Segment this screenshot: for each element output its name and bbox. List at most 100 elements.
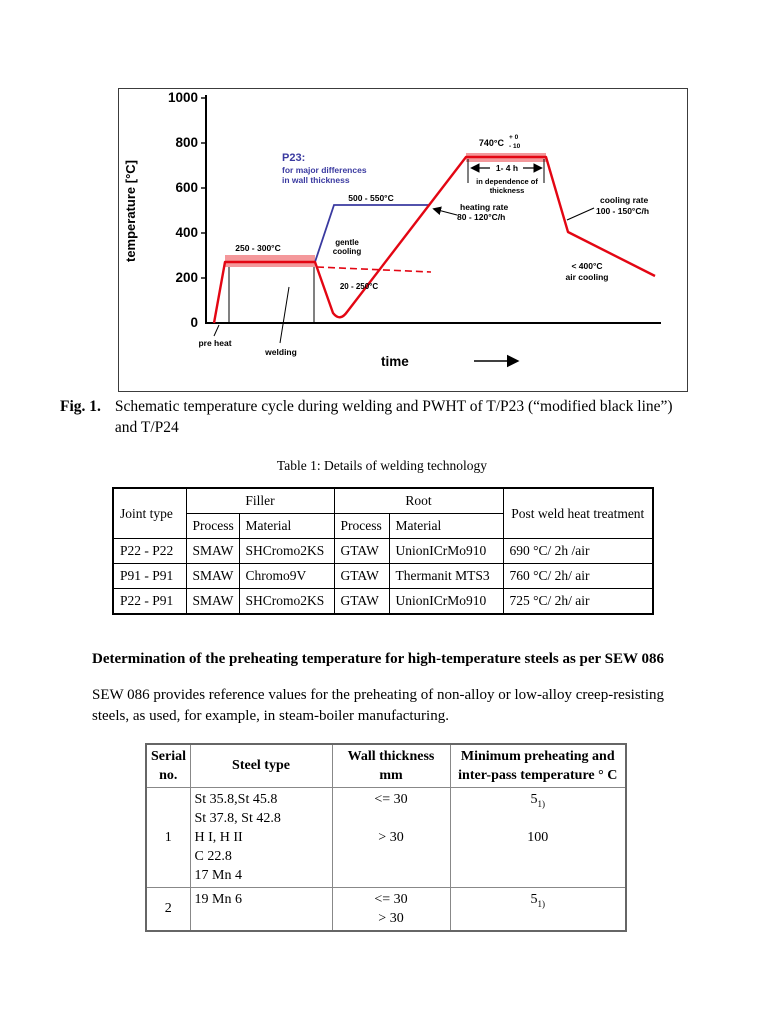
table-row: P91 - P91 SMAW Chromo9V GTAW Thermanit M… (112, 563, 654, 589)
peak-tol-plus: + 0 (509, 134, 519, 141)
table-cell: <= 30 > 30 (331, 787, 451, 888)
header-line: Wall thickness (347, 749, 435, 764)
table-cell: P22 - P22 (112, 538, 187, 564)
peak-tol-minus: - 10 (509, 143, 521, 150)
low-range-label: 20 - 250°C (340, 282, 379, 291)
spacer-line (337, 809, 446, 828)
cooling-rate-label-1: cooling rate (600, 195, 648, 205)
cooling-rate-pointer (566, 207, 595, 221)
table-cell: SMAW (185, 588, 240, 615)
p23-line (314, 204, 429, 263)
y-ticks (201, 97, 206, 279)
table1-header-root-material: Material (388, 513, 504, 539)
wall-line: > 30 (378, 830, 404, 845)
table-cell: 690 °C/ 2h /air (502, 538, 654, 564)
preheat-pointer (213, 324, 220, 337)
table-cell: UnionICrMo910 (388, 588, 504, 615)
ytick-200: 200 (175, 270, 198, 285)
preheat-label: pre heat (198, 338, 231, 348)
axes (205, 95, 661, 324)
steel-line: 17 Mn 4 (194, 868, 242, 883)
welding-label: welding (264, 347, 297, 357)
min-value: 5 (530, 892, 538, 907)
figure-caption: Fig. 1. Schematic temperature cycle duri… (60, 396, 700, 438)
min-line: 51) (455, 890, 622, 909)
air-cooling-label-2: air cooling (566, 272, 609, 282)
min-value: 5 (530, 792, 538, 807)
table-cell: P22 - P91 (112, 588, 187, 615)
hold-dep-label-2: thickness (490, 186, 525, 195)
spacer-line (455, 809, 622, 828)
figure-frame: 1000 800 600 400 200 0 temperature [°C] … (118, 88, 688, 392)
welding-pointer (279, 286, 290, 344)
table1-header-root: Root (333, 487, 504, 514)
table1-header-joint-type: Joint type (112, 487, 187, 539)
table-cell: St 35.8,St 45.8 St 37.8, St 42.8 H I, H … (189, 787, 333, 888)
ytick-800: 800 (175, 135, 198, 150)
table1-title: Table 1: Details of welding technology (276, 458, 488, 473)
hold-duration-label: 1- 4 h (496, 163, 518, 173)
table2-container: Serial no. Steel type Wall thickness mm … (145, 743, 627, 932)
gentle-label-2: cooling (333, 247, 362, 256)
x-axis-label: time (381, 354, 409, 369)
table-row: P22 - P22 SMAW SHCromo2KS GTAW UnionICrM… (112, 538, 654, 564)
hold-dep-label-1: in dependence of (476, 177, 538, 186)
ytick-400: 400 (175, 225, 198, 240)
header-line: no. (159, 768, 178, 783)
footnote-marker: 1) (537, 798, 546, 809)
peak-temp-label: 740°C (479, 138, 505, 148)
preheating-table: Serial no. Steel type Wall thickness mm … (145, 743, 627, 932)
table-cell: 51) 100 (449, 787, 627, 888)
steel-line: 19 Mn 6 (194, 892, 242, 907)
intro-paragraph: SEW 086 provides reference values for th… (92, 687, 665, 724)
cooling-rate-label-2: 100 - 150°C/h (596, 206, 649, 216)
table-cell: Thermanit MTS3 (388, 563, 504, 589)
table1-container: Joint type Filler Root Post weld heat tr… (112, 487, 655, 615)
temperature-curve (212, 155, 656, 324)
table-cell: 760 °C/ 2h/ air (502, 563, 654, 589)
table-row: P22 - P91 SMAW SHCromo2KS GTAW UnionICrM… (112, 588, 654, 615)
gentle-cooling-line (316, 266, 432, 273)
wall-line: <= 30 (374, 892, 408, 907)
header-line: Serial (151, 749, 186, 764)
table-cell: 725 °C/ 2h/ air (502, 588, 654, 615)
table-cell: SMAW (185, 538, 240, 564)
table-cell: <= 30 > 30 (331, 887, 451, 932)
footnote-marker: 1) (537, 898, 546, 909)
y-axis-label: temperature [°C] (123, 160, 138, 262)
table1-header-root-process: Process (333, 513, 390, 539)
header-line: inter-pass temperature ° C (458, 768, 618, 783)
table-cell: Chromo9V (238, 563, 335, 589)
table-cell: SHCromo2KS (238, 588, 335, 615)
table-cell: SHCromo2KS (238, 538, 335, 564)
table-cell: 19 Mn 6 (189, 887, 333, 932)
table-cell: P91 - P91 (112, 563, 187, 589)
table-cell: 1 (145, 787, 191, 888)
wall-line: > 30 (378, 911, 404, 926)
temperature-cycle-chart: 1000 800 600 400 200 0 temperature [°C] … (123, 90, 661, 369)
ytick-0: 0 (190, 315, 198, 330)
heating-rate-arrow (432, 206, 458, 216)
table-cell: 2 (145, 887, 191, 932)
steel-line: C 22.8 (194, 849, 232, 864)
table-cell: SMAW (185, 563, 240, 589)
table-row: 1 St 35.8,St 45.8 St 37.8, St 42.8 H I, … (145, 787, 627, 888)
air-cooling-label-1: < 400°C (571, 261, 602, 271)
figure-caption-label: Fig. 1. (60, 398, 101, 415)
heating-rate-label-2: 80 - 120°C/h (457, 212, 505, 222)
min-value: 100 (527, 830, 549, 845)
heating-rate-label-1: heating rate (460, 202, 508, 212)
figure-caption-text: Schematic temperature cycle during weldi… (114, 398, 673, 436)
table1-header-filler-process: Process (185, 513, 240, 539)
ytick-1000: 1000 (168, 90, 198, 105)
table1-header-pwht: Post weld heat treatment (502, 487, 654, 539)
table-cell: UnionICrMo910 (388, 538, 504, 564)
table-cell: GTAW (333, 538, 390, 564)
table2-header-serial: Serial no. (145, 743, 191, 788)
steel-line: H I, H II (194, 830, 243, 845)
p23-line2: for major differences (282, 165, 367, 175)
table-cell: GTAW (333, 588, 390, 615)
header-line: mm (379, 768, 403, 783)
preheat-range-label: 250 - 300°C (235, 243, 280, 253)
